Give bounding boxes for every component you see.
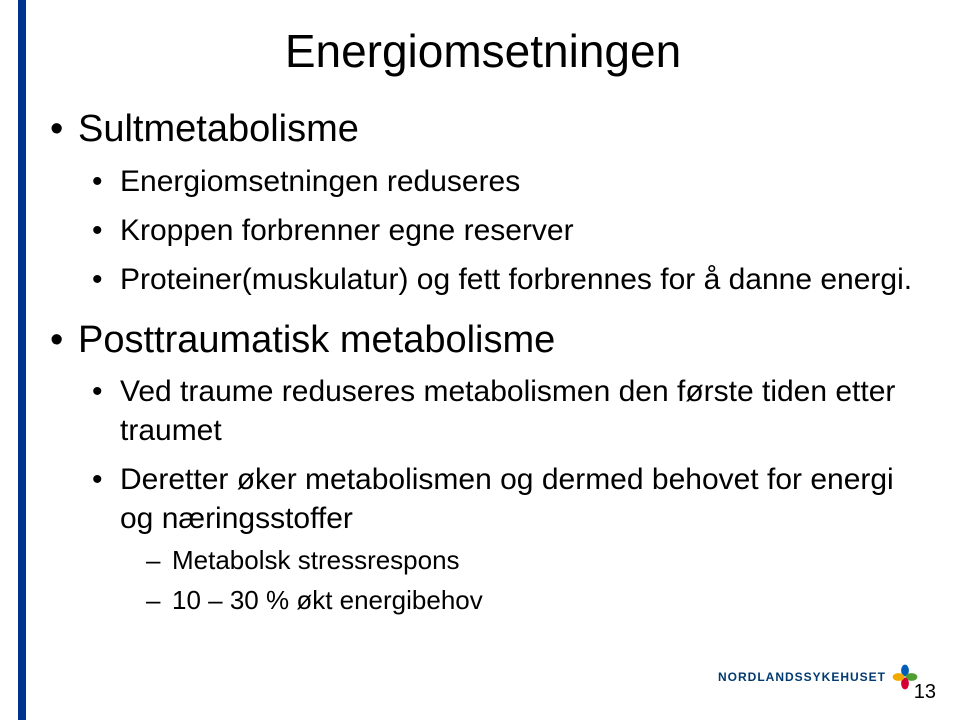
bullet-item: Energiomsetningen reduseres [78,162,920,201]
bullet-item: Ved traume reduseres metabolismen den fø… [78,372,920,450]
bullet-text: Sultmetabolisme [78,108,359,150]
bullet-item: 10 – 30 % økt energibehov [120,584,920,618]
bullet-sublist: Metabolsk stressrespons 10 – 30 % økt en… [120,544,920,618]
bullet-list: Sultmetabolisme Energiomsetningen reduse… [46,106,920,618]
logo-petal [893,673,905,681]
logo-text: NORDLANDSSYKEHUSET [718,670,886,684]
bullet-item: Posttraumatisk metabolisme Ved traume re… [46,317,920,618]
bullet-item: Sultmetabolisme Energiomsetningen reduse… [46,106,920,299]
bullet-text: Proteiner(muskulatur) og fett forbrennes… [120,263,912,296]
page-number: 13 [914,681,936,704]
bullet-text: Kroppen forbrenner egne reserver [120,214,574,247]
bullet-sublist: Ved traume reduseres metabolismen den fø… [78,372,920,618]
bullet-item: Metabolsk stressrespons [120,544,920,578]
slide-title: Energiomsetningen [46,24,920,78]
slide: Energiomsetningen Sultmetabolisme Energi… [0,0,960,720]
bullet-text: 10 – 30 % økt energibehov [172,585,483,615]
bullet-text: Posttraumatisk metabolisme [78,319,555,361]
bullet-text: Metabolsk stressrespons [172,545,460,575]
bullet-text: Deretter øker metabolismen og dermed beh… [120,463,894,535]
bullet-sublist: Energiomsetningen reduseres Kroppen forb… [78,162,920,299]
bullet-item: Kroppen forbrenner egne reserver [78,211,920,250]
logo: NORDLANDSSYKEHUSET [718,664,918,690]
accent-bar [18,0,26,720]
content-area: Energiomsetningen Sultmetabolisme Energi… [46,24,920,636]
bullet-text: Ved traume reduseres metabolismen den fø… [120,375,895,447]
bullet-text: Energiomsetningen reduseres [120,165,520,198]
bullet-item: Proteiner(muskulatur) og fett forbrennes… [78,260,920,299]
bullet-item: Deretter øker metabolismen og dermed beh… [78,460,920,618]
